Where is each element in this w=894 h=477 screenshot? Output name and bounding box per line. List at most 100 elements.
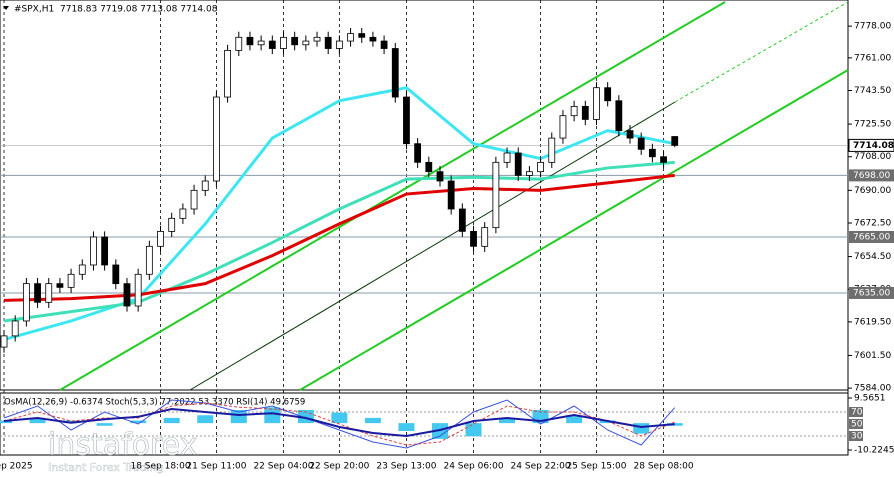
candle-body bbox=[302, 40, 310, 46]
y-tick-label: 7761.00 bbox=[854, 53, 891, 63]
level-tag bbox=[849, 286, 894, 299]
candle-body bbox=[224, 49, 231, 98]
candle-body bbox=[358, 33, 366, 38]
osc-level-tag bbox=[849, 407, 863, 417]
osma-bar bbox=[499, 417, 516, 424]
osc-y2-tick-label: 30 bbox=[851, 432, 863, 442]
candle-body bbox=[514, 152, 522, 176]
candle-body bbox=[11, 320, 19, 337]
y-tick-label: 7672.50 bbox=[854, 218, 891, 228]
candle-body bbox=[335, 40, 343, 49]
x-tick-label: 24 Sep 22:00 bbox=[511, 462, 571, 472]
osc-line bbox=[3, 402, 675, 446]
header-values: 7718.83 7719.08 7713.08 7714.08 bbox=[60, 5, 218, 15]
osc-y-tick-label: -10.2245 bbox=[854, 445, 894, 455]
y-tick-label: 7654.50 bbox=[854, 252, 891, 262]
candle-body bbox=[581, 105, 589, 120]
x-tick-label: 22 Sep 04:00 bbox=[253, 462, 313, 472]
candle-body bbox=[559, 115, 567, 139]
candle-body bbox=[22, 283, 30, 322]
candle-body bbox=[168, 217, 176, 232]
candle-body bbox=[213, 96, 220, 182]
osma-bar bbox=[331, 412, 348, 424]
menu-arrow bbox=[3, 6, 9, 10]
candle-body bbox=[190, 189, 198, 210]
candle-body bbox=[671, 136, 679, 146]
candle-body bbox=[123, 283, 131, 307]
candle-body bbox=[548, 137, 556, 163]
candle-body bbox=[615, 100, 623, 132]
price-tag bbox=[848, 138, 894, 152]
candle-body bbox=[324, 36, 332, 49]
watermark-brand: instaforex bbox=[48, 428, 197, 463]
candle-body bbox=[458, 208, 466, 232]
osma-bar bbox=[398, 423, 415, 432]
candle-body bbox=[391, 48, 399, 98]
candle-body bbox=[481, 227, 489, 247]
candle-body bbox=[145, 245, 153, 275]
candle-body bbox=[34, 283, 41, 303]
osc-y2-tick-label: 70 bbox=[851, 408, 863, 418]
candle-body bbox=[347, 33, 354, 42]
x-tick-label: 24 Sep 06:00 bbox=[443, 462, 503, 472]
channel-mid bbox=[189, 101, 676, 391]
main-frame bbox=[0, 0, 849, 391]
x-tick-label: 21 Sep 11:00 bbox=[186, 462, 246, 472]
candle-body bbox=[369, 36, 377, 42]
level-label: 7665.00 bbox=[853, 232, 890, 242]
candle-body bbox=[291, 36, 299, 46]
osma-bar bbox=[364, 417, 381, 424]
candle-body bbox=[425, 161, 433, 173]
osma-bar bbox=[465, 423, 482, 437]
channel-lower bbox=[299, 69, 849, 391]
y-tick-label: 7708.00 bbox=[854, 152, 891, 162]
y-tick-label: 7619.50 bbox=[854, 317, 891, 327]
level-tag bbox=[849, 230, 894, 243]
candle-body bbox=[414, 143, 422, 163]
candle-body bbox=[112, 264, 120, 285]
osma-bar bbox=[264, 407, 281, 424]
candle-body bbox=[313, 36, 321, 42]
x-tick-label: 18 Sep 18:00 bbox=[130, 462, 190, 472]
candle-body bbox=[604, 87, 612, 102]
osma-bar bbox=[566, 415, 583, 424]
osma-bar bbox=[163, 417, 180, 424]
level-label: 7698.00 bbox=[853, 171, 890, 181]
osma-bar bbox=[29, 417, 46, 424]
candle-body bbox=[246, 36, 254, 46]
chart-title: #SPX,H1 bbox=[14, 5, 54, 15]
candle-body bbox=[179, 208, 187, 219]
candle-body bbox=[134, 273, 142, 307]
candle-body bbox=[0, 335, 8, 348]
candle-body bbox=[78, 264, 86, 275]
candle-body bbox=[447, 180, 455, 210]
x-tick-label: 17 Sep 2025 bbox=[0, 462, 33, 472]
y-tick-label: 7778.00 bbox=[854, 22, 891, 32]
y-tick-label: 7743.50 bbox=[854, 86, 891, 96]
candle-body bbox=[101, 236, 109, 266]
x-tick-label: 23 Sep 13:00 bbox=[376, 462, 436, 472]
y-tick-label: 7725.50 bbox=[854, 120, 891, 130]
level-tag bbox=[849, 169, 894, 182]
candle-body bbox=[626, 130, 634, 139]
watermark-tagline: Instant Forex Trading bbox=[48, 461, 164, 474]
osc-header: OsMA(12,26,9) -0.6374 Stoch(5,3,3) 77.20… bbox=[4, 398, 305, 408]
x-tick-label: 28 Sep 08:00 bbox=[634, 462, 694, 472]
y-tick-label: 7601.50 bbox=[854, 351, 891, 361]
y-tick-label: 7584.00 bbox=[854, 384, 891, 394]
candle-body bbox=[637, 137, 645, 150]
candle-body bbox=[67, 273, 75, 288]
candle-body bbox=[403, 96, 410, 145]
candle-body bbox=[503, 152, 511, 163]
osc-y-tick-label: 9.5651 bbox=[854, 394, 886, 404]
candle-body bbox=[90, 236, 97, 266]
osma-bar bbox=[130, 420, 147, 424]
osc-y2-tick-label: 50 bbox=[851, 420, 863, 430]
candle-body bbox=[257, 40, 265, 46]
channel-upper bbox=[59, 1, 726, 391]
candle-body bbox=[201, 180, 209, 191]
osc-level-tag bbox=[849, 419, 863, 429]
osc-level-tag bbox=[849, 431, 863, 441]
moving-average bbox=[3, 173, 675, 302]
